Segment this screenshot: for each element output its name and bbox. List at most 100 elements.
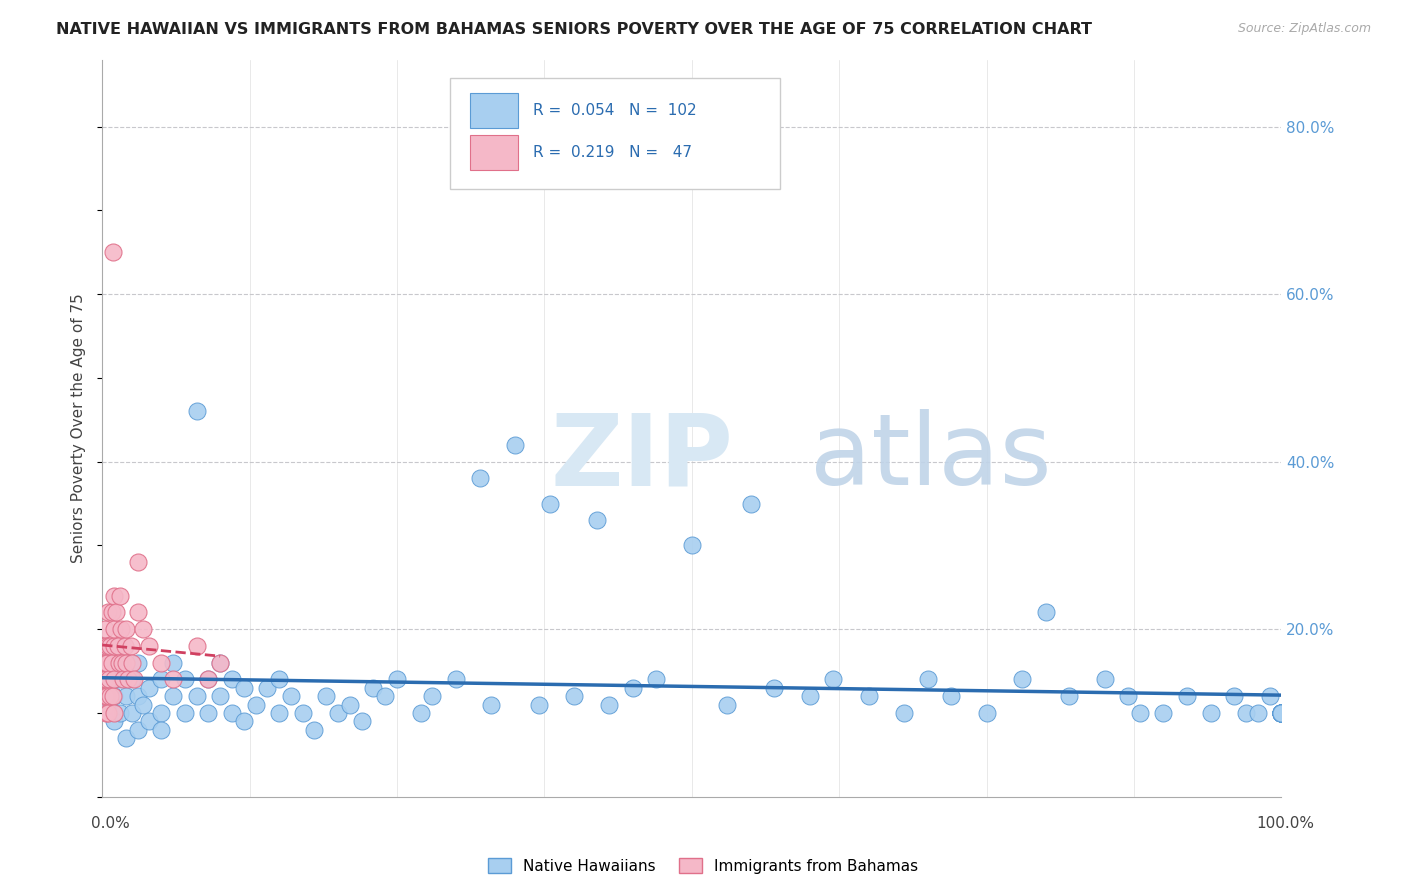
Point <box>621 681 644 695</box>
Point <box>114 731 136 745</box>
Point <box>1270 706 1292 720</box>
Point <box>121 656 143 670</box>
Point <box>374 689 396 703</box>
Point <box>1270 706 1292 720</box>
Point <box>150 723 173 737</box>
Point <box>716 698 738 712</box>
Point <box>1116 689 1139 703</box>
Point <box>162 673 184 687</box>
Point <box>173 706 195 720</box>
Point <box>315 689 337 703</box>
Point <box>114 639 136 653</box>
Point <box>97 673 120 687</box>
Point <box>1035 606 1057 620</box>
Point <box>114 656 136 670</box>
Point <box>976 706 998 720</box>
Point <box>385 673 408 687</box>
Point <box>110 622 132 636</box>
Point <box>150 656 173 670</box>
Point <box>173 673 195 687</box>
Point <box>93 673 115 687</box>
Point <box>108 673 131 687</box>
Point <box>96 656 118 670</box>
Point <box>232 714 254 729</box>
Point <box>100 606 122 620</box>
Point <box>1270 706 1292 720</box>
Point <box>267 673 290 687</box>
Point <box>221 706 243 720</box>
Point <box>114 689 136 703</box>
Point <box>1270 706 1292 720</box>
Point <box>1270 706 1292 720</box>
Point <box>101 689 124 703</box>
Point <box>117 673 139 687</box>
Point <box>1270 706 1292 720</box>
Point <box>150 706 173 720</box>
Point <box>186 689 208 703</box>
Point <box>1270 706 1292 720</box>
Point <box>409 706 432 720</box>
Point <box>917 673 939 687</box>
Point <box>823 673 845 687</box>
Point <box>681 538 703 552</box>
Point <box>112 673 135 687</box>
Point <box>363 681 385 695</box>
Point <box>162 656 184 670</box>
Point <box>108 706 131 720</box>
Point <box>209 656 232 670</box>
Point <box>97 606 120 620</box>
Point <box>280 689 302 703</box>
Point <box>1153 706 1175 720</box>
Point <box>105 606 128 620</box>
Point <box>121 673 143 687</box>
Point <box>103 714 125 729</box>
Point <box>103 622 125 636</box>
Point <box>162 689 184 703</box>
Point <box>1270 706 1292 720</box>
Point <box>209 689 232 703</box>
Point <box>97 639 120 653</box>
Point <box>103 706 125 720</box>
Text: Source: ZipAtlas.com: Source: ZipAtlas.com <box>1237 22 1371 36</box>
Point <box>97 706 120 720</box>
Point <box>291 706 314 720</box>
Point <box>858 689 880 703</box>
Point <box>100 639 122 653</box>
Point <box>1270 706 1292 720</box>
Point <box>538 497 561 511</box>
Point <box>479 698 502 712</box>
Point <box>197 706 219 720</box>
FancyBboxPatch shape <box>450 78 780 188</box>
Point <box>103 589 125 603</box>
Point <box>100 689 122 703</box>
Point <box>645 673 668 687</box>
Point <box>339 698 361 712</box>
Point <box>186 404 208 418</box>
Point <box>121 706 143 720</box>
Point <box>1270 706 1292 720</box>
Point <box>245 698 267 712</box>
Point <box>1270 706 1292 720</box>
Point <box>1270 706 1292 720</box>
Y-axis label: Seniors Poverty Over the Age of 75: Seniors Poverty Over the Age of 75 <box>72 293 86 563</box>
Point <box>100 656 122 670</box>
Point <box>97 698 120 712</box>
Point <box>127 606 149 620</box>
Point <box>120 639 142 653</box>
Point <box>197 673 219 687</box>
Point <box>138 714 160 729</box>
Point <box>127 689 149 703</box>
Point <box>127 656 149 670</box>
Point <box>107 639 129 653</box>
Point <box>1270 706 1292 720</box>
Point <box>122 673 145 687</box>
Point <box>256 681 278 695</box>
Point <box>527 698 550 712</box>
Point <box>1129 706 1152 720</box>
Point <box>1223 689 1246 703</box>
Point <box>304 723 326 737</box>
Point <box>221 673 243 687</box>
Text: atlas: atlas <box>810 409 1052 506</box>
Point <box>132 622 155 636</box>
Point <box>893 706 915 720</box>
